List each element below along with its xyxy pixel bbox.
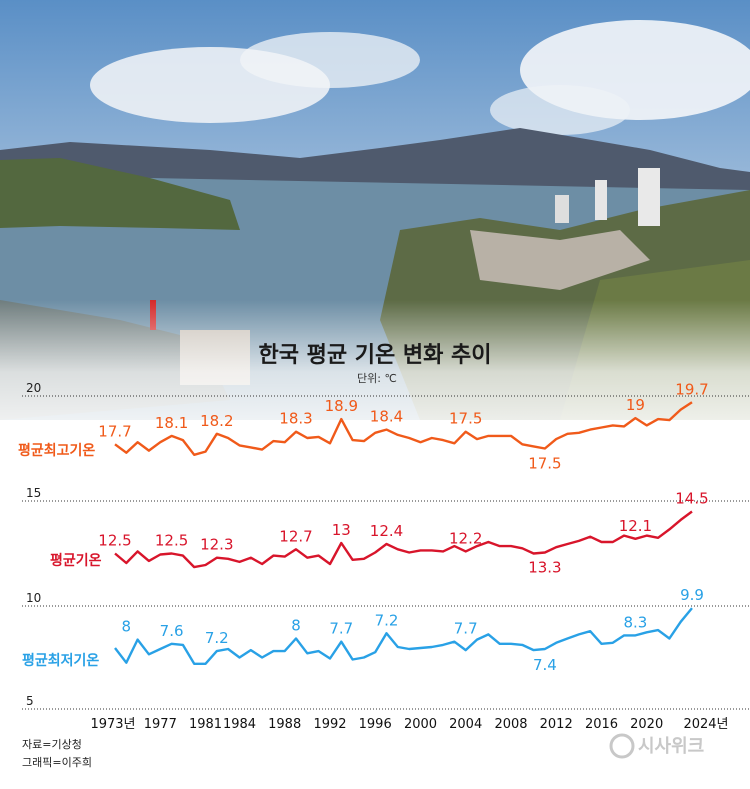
x-tick-label: 1973년 bbox=[90, 717, 135, 732]
data-label-0-0: 17.7 bbox=[98, 422, 131, 440]
x-tick-label: 1996 bbox=[359, 717, 392, 732]
x-tick-label: 1992 bbox=[313, 717, 346, 732]
x-tick-label: 2012 bbox=[540, 717, 573, 732]
x-tick-label: 2008 bbox=[494, 717, 527, 732]
x-axis-ticks: 1973년 1977 1981 1984 1988 1992 1996 2000 2004 200… bbox=[90, 717, 728, 732]
data-label-1-1: 12.5 bbox=[155, 532, 188, 550]
x-tick-label: 2020 bbox=[630, 717, 663, 732]
data-label-1-4: 13 bbox=[332, 521, 351, 539]
graphic-credit: 그래픽=이주희 bbox=[22, 756, 92, 769]
logo-mark-icon bbox=[609, 733, 635, 759]
data-label-2-4: 7.7 bbox=[329, 620, 353, 638]
x-tick-label: 2004 bbox=[449, 717, 482, 732]
series-label-max: 평균최고기온 bbox=[18, 442, 95, 459]
data-label-1-2: 12.3 bbox=[200, 536, 233, 554]
data-label-2-5: 7.2 bbox=[375, 611, 399, 629]
x-tick-label: 1981 bbox=[189, 717, 222, 732]
x-tick-label: 2000 bbox=[404, 717, 437, 732]
data-label-0-8: 19 bbox=[626, 396, 645, 414]
chart-title: 한국 평균 기온 변화 추이 bbox=[258, 343, 491, 368]
series-line-2 bbox=[114, 607, 693, 665]
data-label-0-2: 18.2 bbox=[200, 412, 233, 430]
data-label-2-7: 7.4 bbox=[533, 656, 557, 674]
series-2: 8 7.6 7.2 8 7.7 7.2 7.7 7.4 8.3 9.9 bbox=[114, 586, 704, 674]
grid-lines: 20 15 10 5 bbox=[22, 381, 750, 710]
data-label-2-2: 7.2 bbox=[205, 629, 229, 647]
x-tick-label: 1977 bbox=[144, 717, 177, 732]
data-label-0-4: 18.9 bbox=[325, 397, 358, 415]
series-line-0 bbox=[114, 401, 693, 456]
data-label-2-0: 8 bbox=[122, 618, 132, 636]
data-label-2-8: 8.3 bbox=[623, 613, 647, 631]
data-label-1-7: 13.3 bbox=[528, 559, 561, 577]
x-tick-label: 2016 bbox=[585, 717, 618, 732]
grid-label-15: 15 bbox=[26, 486, 41, 500]
series-label-avg: 평균기온 bbox=[50, 552, 102, 569]
data-label-2-6: 7.7 bbox=[454, 620, 478, 638]
source-credit: 자료=기상청 bbox=[22, 738, 82, 751]
data-label-1-0: 12.5 bbox=[98, 532, 131, 550]
data-label-1-9: 14.5 bbox=[675, 490, 708, 508]
grid-label-10: 10 bbox=[26, 591, 41, 605]
data-label-1-3: 12.7 bbox=[279, 527, 312, 545]
x-tick-label: 1988 bbox=[268, 717, 301, 732]
data-label-0-3: 18.3 bbox=[279, 410, 312, 428]
x-tick-label: 2024년 bbox=[683, 717, 728, 732]
data-label-1-8: 12.1 bbox=[619, 517, 652, 535]
series-0: 17.7 18.1 18.2 18.3 18.9 18.4 17.5 17.5 19 19.7 bbox=[98, 380, 708, 472]
logo-text: 시사위크 bbox=[638, 736, 704, 757]
data-label-1-5: 12.4 bbox=[370, 522, 403, 540]
data-label-0-9: 19.7 bbox=[675, 380, 708, 398]
series-line-1 bbox=[114, 510, 693, 569]
series-layer: 17.7 18.1 18.2 18.3 18.9 18.4 17.5 17.5 19 19.7 12… bbox=[98, 380, 708, 674]
grid-label-5: 5 bbox=[26, 694, 34, 708]
grid-label-20: 20 bbox=[26, 381, 41, 395]
data-label-0-1: 18.1 bbox=[155, 414, 188, 432]
series-label-min: 평균최저기온 bbox=[22, 652, 99, 669]
data-label-0-5: 18.4 bbox=[370, 408, 403, 426]
data-label-0-7: 17.5 bbox=[528, 455, 561, 473]
data-label-2-9: 9.9 bbox=[680, 586, 704, 604]
data-label-0-6: 17.5 bbox=[449, 410, 482, 428]
data-label-2-3: 8 bbox=[291, 617, 301, 635]
publisher-logo: 시사위크 bbox=[609, 733, 704, 759]
x-tick-label: 1984 bbox=[223, 717, 256, 732]
data-label-2-1: 7.6 bbox=[160, 622, 184, 640]
data-label-1-6: 12.2 bbox=[449, 529, 482, 547]
series-1: 12.5 12.5 12.3 12.7 13 12.4 12.2 13.3 12.1 14.5 bbox=[98, 490, 708, 577]
unit-label: 단위: ℃ bbox=[357, 372, 397, 385]
